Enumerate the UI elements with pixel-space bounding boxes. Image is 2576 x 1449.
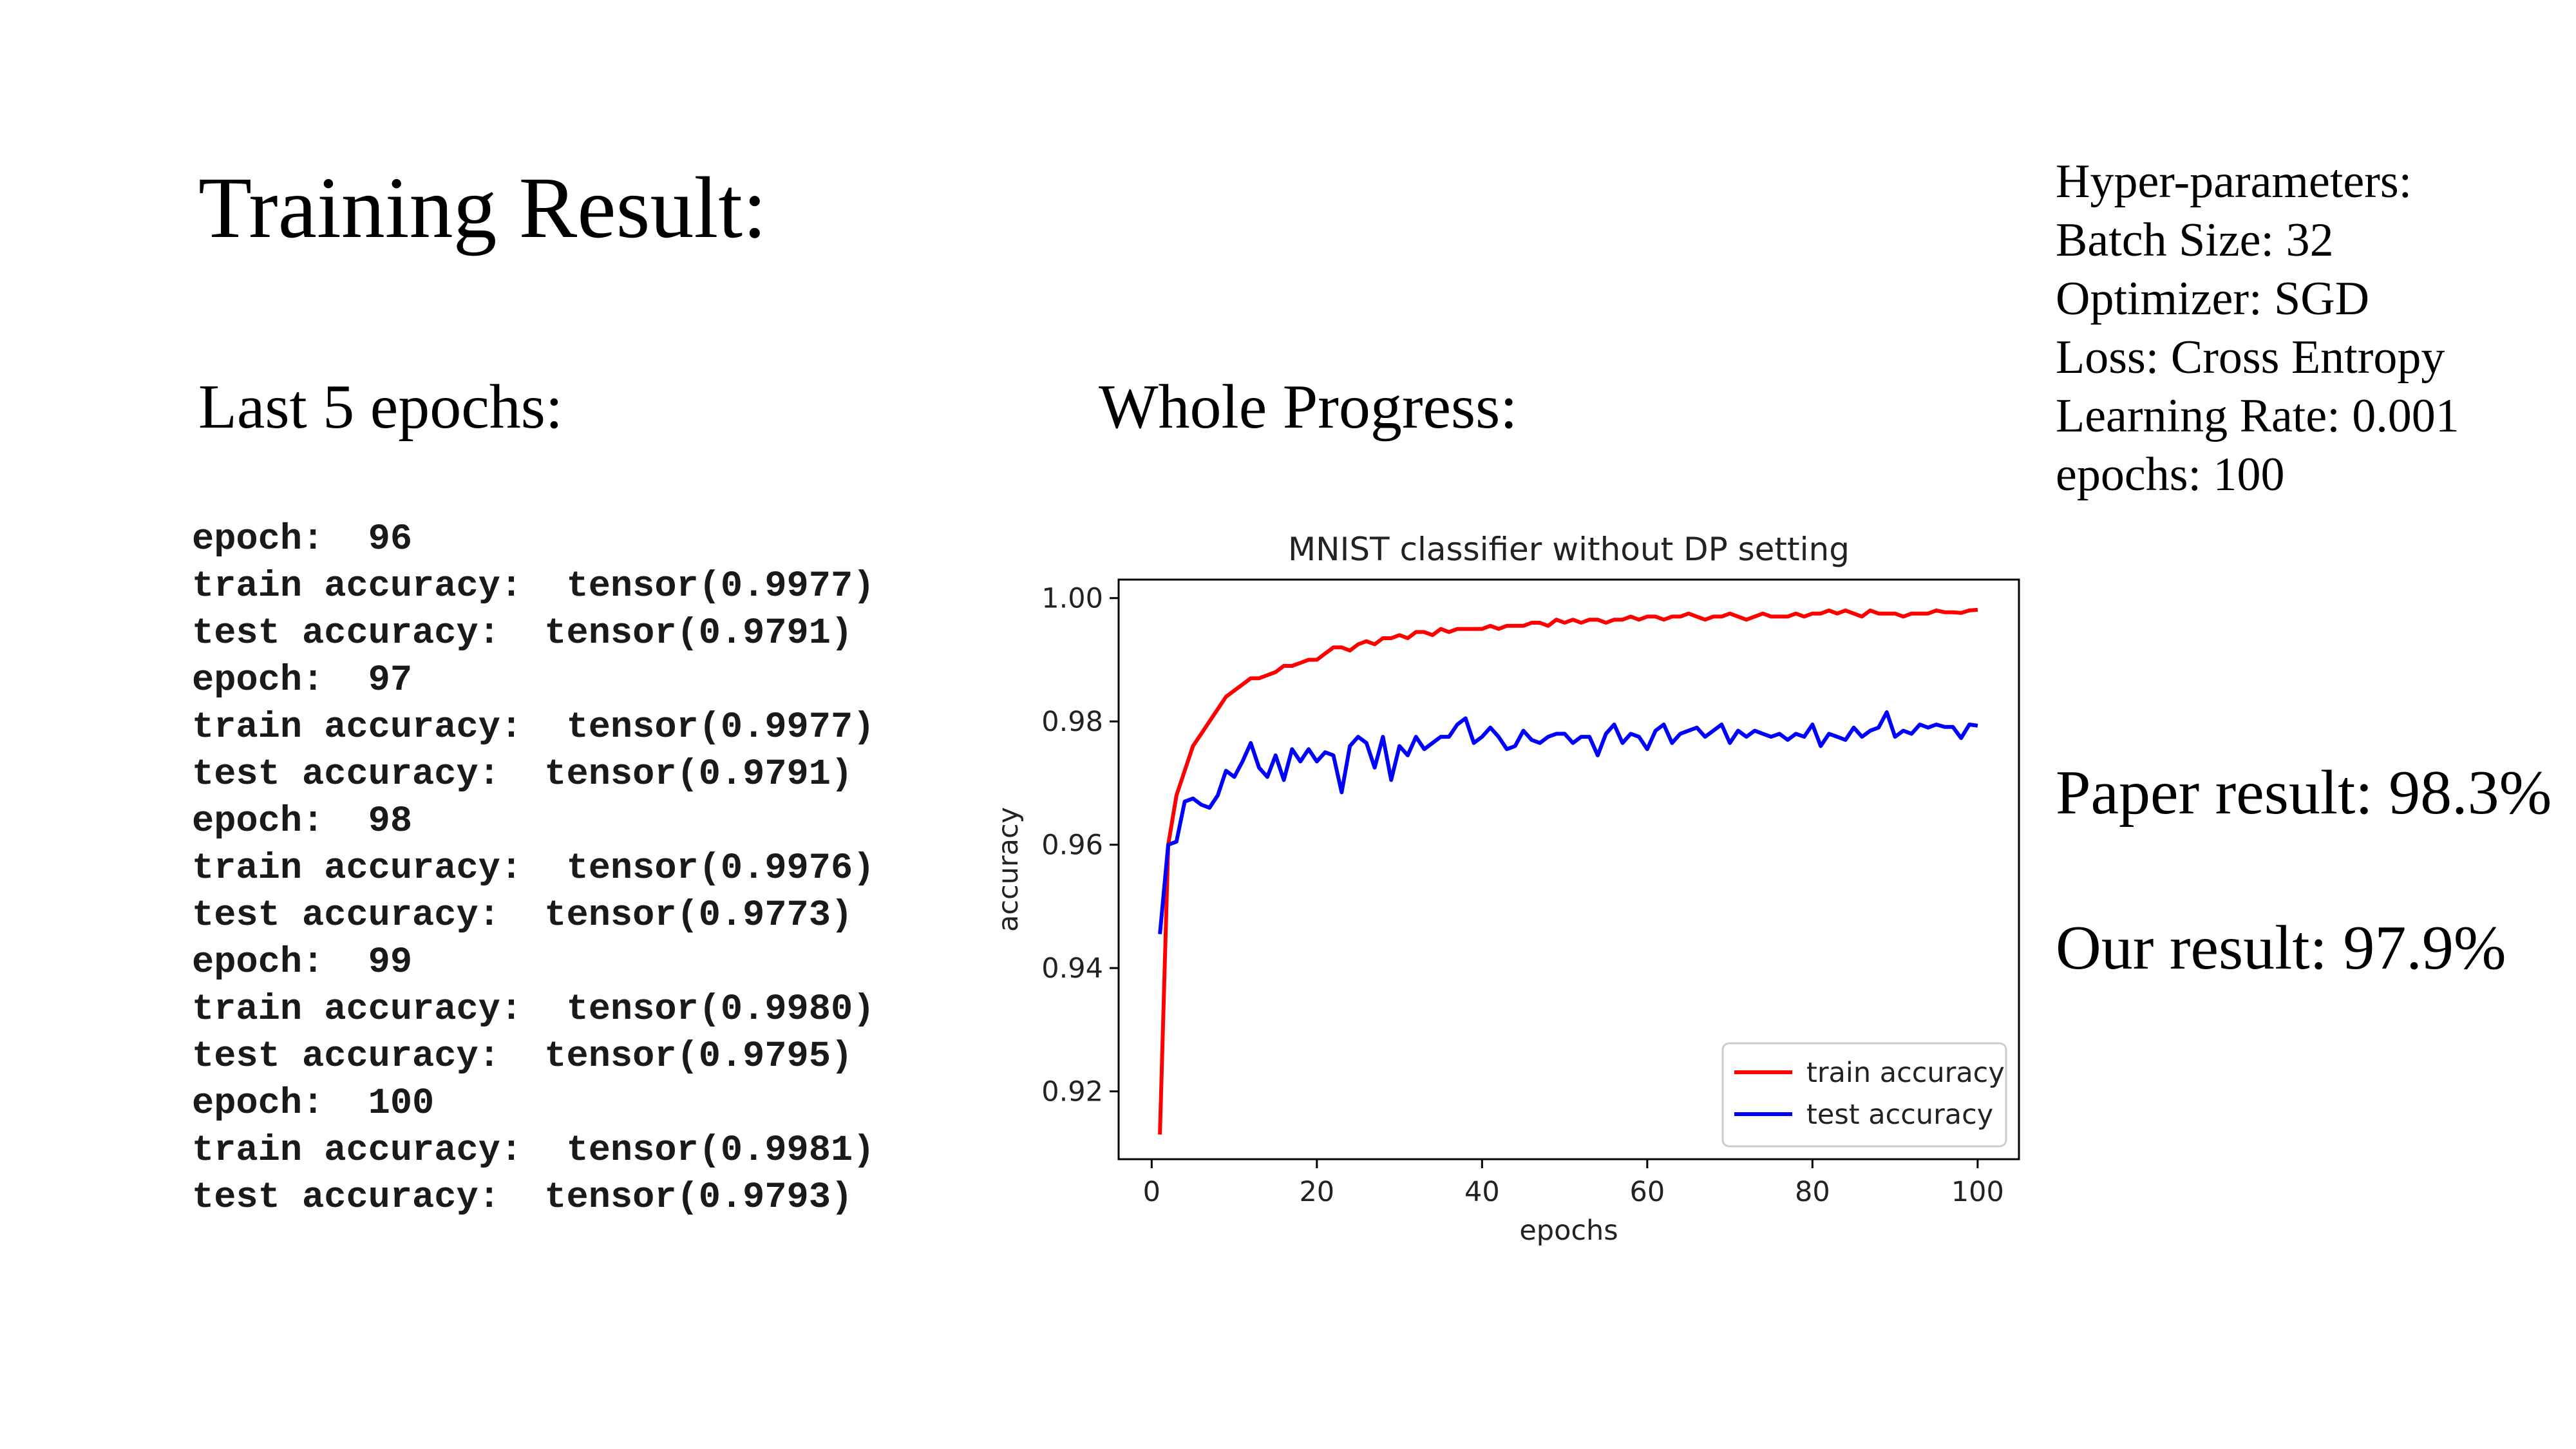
y-tick-label: 1.00 — [1041, 583, 1103, 615]
paper-result: Paper result: 98.3% — [2056, 758, 2552, 828]
x-tick-label: 60 — [1629, 1176, 1665, 1208]
log-line: epoch: 98 — [192, 801, 413, 842]
legend-label: test accuracy — [1806, 1099, 1993, 1131]
whole-progress-heading: Whole Progress: — [1099, 372, 1518, 442]
y-axis-label: accuracy — [992, 807, 1025, 932]
log-line: train accuracy: tensor(0.9977) — [192, 566, 875, 607]
log-line: test accuracy: tensor(0.9773) — [192, 895, 853, 936]
y-tick-label: 0.98 — [1041, 706, 1103, 738]
y-tick-label: 0.94 — [1041, 952, 1103, 985]
hyperparameter-learning-rate: Learning Rate: 0.001 — [2056, 390, 2459, 442]
log-line: train accuracy: tensor(0.9976) — [192, 848, 875, 889]
x-tick-label: 80 — [1795, 1176, 1830, 1208]
log-line: epoch: 99 — [192, 942, 413, 983]
x-tick-label: 40 — [1464, 1176, 1500, 1208]
hyperparameters-title: Hyper-parameters: — [2056, 155, 2412, 208]
training-log: epoch: 96 train accuracy: tensor(0.9977)… — [192, 516, 875, 1222]
log-line: train accuracy: tensor(0.9980) — [192, 989, 875, 1030]
chart-marks-group: MNIST classifier without DP setting 0 20 40… — [992, 531, 2020, 1247]
chart-title: MNIST classifier without DP setting — [1288, 531, 1850, 568]
hyperparameter-epochs: epochs: 100 — [2056, 448, 2285, 501]
legend-label: train accuracy — [1806, 1057, 2005, 1089]
plot-frame — [1117, 578, 2020, 1160]
log-line: test accuracy: tensor(0.9791) — [192, 754, 853, 795]
x-tick-label: 0 — [1143, 1176, 1160, 1208]
our-result: Our result: 97.9% — [2056, 913, 2506, 983]
accuracy-chart: MNIST classifier without DP setting 0 20 40… — [992, 531, 2020, 1247]
train-accuracy-line — [1158, 607, 1978, 1135]
test-accuracy-line — [1158, 710, 1978, 934]
hyperparameter-batch-size: Batch Size: 32 — [2056, 214, 2334, 267]
log-line: epoch: 97 — [192, 660, 413, 701]
hyperparameter-optimizer: Optimizer: SGD — [2056, 272, 2370, 325]
log-line: epoch: 96 — [192, 519, 413, 560]
y-tick-label: 0.92 — [1041, 1076, 1103, 1108]
log-line: epoch: 100 — [192, 1083, 435, 1124]
hyperparameter-loss: Loss: Cross Entropy — [2056, 331, 2445, 384]
log-line: train accuracy: tensor(0.9977) — [192, 707, 875, 748]
log-line: train accuracy: tensor(0.9981) — [192, 1130, 875, 1171]
legend-box — [1721, 1042, 2007, 1148]
log-line: test accuracy: tensor(0.9795) — [192, 1036, 853, 1077]
last-epochs-heading: Last 5 epochs: — [198, 372, 564, 442]
x-tick-label: 20 — [1299, 1176, 1334, 1208]
log-line: test accuracy: tensor(0.9791) — [192, 613, 853, 654]
log-line: test accuracy: tensor(0.9793) — [192, 1177, 853, 1218]
x-tick-label: 100 — [1951, 1176, 2004, 1208]
hyperparameters-block: Hyper-parameters: Batch Size: 32 Optimiz… — [2056, 153, 2459, 504]
slide-title: Training Result: — [198, 160, 767, 256]
x-axis-label: epochs — [1519, 1215, 1618, 1247]
y-tick-label: 0.96 — [1041, 829, 1103, 862]
